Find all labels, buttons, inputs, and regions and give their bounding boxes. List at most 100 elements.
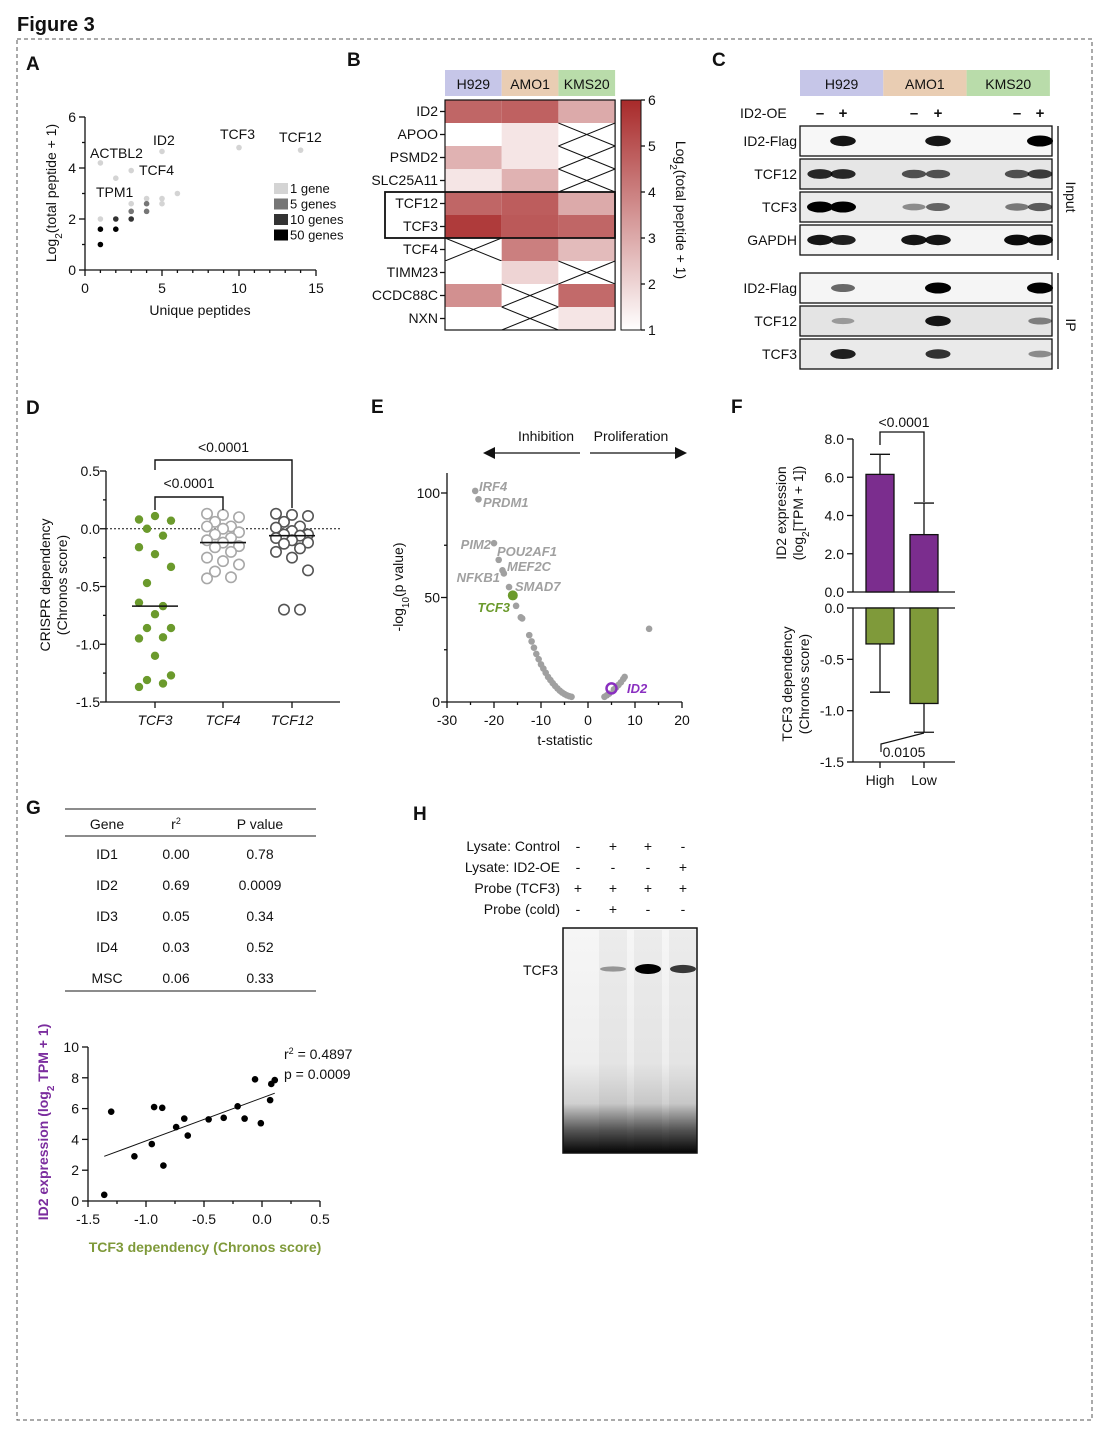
- data-point: [166, 671, 176, 680]
- data-point: [134, 598, 144, 607]
- data-point: [471, 487, 479, 495]
- point-label: TCF3: [478, 600, 511, 615]
- lane-sign: –: [816, 105, 824, 122]
- data-point: [233, 526, 246, 539]
- data-point: [525, 631, 533, 639]
- condition-sign: -: [576, 901, 581, 917]
- label-subscript: 2: [46, 1085, 57, 1091]
- label-text: (total peptide + 1): [43, 124, 59, 233]
- table-cell: ID1: [96, 846, 118, 862]
- data-point: [97, 216, 104, 222]
- label-text: r: [284, 1046, 289, 1062]
- data-point: [166, 623, 176, 633]
- blot-row-label: GAPDH: [747, 232, 797, 248]
- label-text: (p value): [390, 543, 406, 597]
- label-subscript: 2: [801, 531, 812, 537]
- data-point: [142, 623, 152, 633]
- colorbar-label: Log2(total peptide + 1): [668, 141, 690, 279]
- y-tick-label: -0.5: [820, 651, 844, 667]
- data-point: [225, 571, 238, 584]
- p-value-label: <0.0001: [198, 439, 249, 455]
- condition-label: ID2-OE: [740, 105, 787, 121]
- condition-sign: +: [644, 880, 652, 896]
- legend-label: 5 genes: [290, 197, 337, 212]
- cell-line-header-bg: [883, 70, 967, 96]
- data-point: [645, 625, 653, 633]
- heatmap-cell: [445, 284, 502, 307]
- ip-label: IP: [1063, 318, 1079, 331]
- point-label: NFKB1: [457, 570, 500, 585]
- y-axis-label: -log10(p value): [390, 543, 412, 632]
- y-tick-label: 2.0: [825, 546, 845, 562]
- missing-cross: [558, 122, 616, 147]
- data-point: [277, 603, 290, 616]
- band-label: TCF3: [523, 962, 558, 978]
- table-cell: 0.34: [246, 908, 273, 924]
- regression-line: [104, 1092, 275, 1157]
- label-text: (log: [790, 537, 806, 560]
- blot-band: [1004, 169, 1030, 179]
- table-cell: 0.03: [162, 939, 189, 955]
- heatmap-cell: [445, 100, 502, 123]
- inhibition-label: Inhibition: [518, 428, 574, 444]
- x-tick-label: TCF12: [271, 712, 314, 728]
- panel-letter-a: A: [26, 54, 40, 75]
- x-tick-label: 0: [584, 712, 592, 728]
- data-point: [277, 515, 290, 528]
- data-point: [113, 216, 119, 222]
- label-text: Log: [673, 141, 689, 164]
- data-point: [128, 208, 134, 215]
- point-label: TCF4: [139, 162, 174, 178]
- y-tick-label: -1.5: [820, 754, 844, 770]
- panel-f-bar-chart: 0.0 2.0 4.0 6.0 8.0 -1.5 -1.0 -0.5 0.0 High Low ID2…: [773, 414, 955, 788]
- heatmap-cell: [501, 169, 559, 192]
- x-tick-label: -1.5: [76, 1211, 100, 1227]
- panel-letter-f: F: [731, 397, 743, 418]
- point-label: PIM2: [461, 537, 492, 552]
- point-label: TPM1: [96, 184, 134, 200]
- legend-label: 1 gene: [290, 181, 330, 196]
- data-point: [257, 1119, 265, 1127]
- blot-band: [1028, 317, 1052, 325]
- condition-sign: +: [609, 901, 617, 917]
- lane-sign: –: [910, 105, 918, 122]
- p-value-label: <0.0001: [879, 414, 930, 430]
- input-label: Input: [1063, 181, 1079, 212]
- y-tick-label: 6: [68, 109, 76, 125]
- blot-band: [1027, 169, 1053, 179]
- y-tick-label: 0.0: [825, 600, 845, 616]
- blot-band: [1027, 234, 1053, 246]
- condition-sign: -: [611, 859, 616, 875]
- label-subscript: 2: [668, 164, 679, 170]
- data-point: [209, 565, 222, 578]
- legend-swatch: [274, 229, 288, 241]
- bar-id2-expression: [865, 473, 895, 593]
- data-point: [150, 549, 160, 559]
- panel-d-dependency-strip-plot: -1.5 -1.0 -0.5 0.0 0.5 TCF3 TCF4 TCF12 CRISPR de…: [37, 439, 340, 728]
- legend-swatch: [274, 214, 288, 225]
- y-tick-label: -0.5: [76, 579, 100, 595]
- x-tick-label: 10: [231, 280, 247, 296]
- panel-h-emsa: Lysate: Control - + + -Lysate: ID2-OE - - - +Pro…: [465, 838, 698, 1154]
- data-point: [150, 1103, 158, 1111]
- column-header-bg: [445, 70, 502, 96]
- data-point: [285, 508, 298, 521]
- point-label: IRF4: [479, 479, 508, 494]
- table-cell: 0.0009: [239, 877, 282, 893]
- top-y-axis-label: (log2[TPM + 1]): [790, 466, 812, 561]
- heatmap-cell: [501, 123, 559, 146]
- label-text: r: [171, 816, 176, 832]
- arrow-right-icon: [675, 447, 687, 459]
- blot-band: [1004, 234, 1030, 246]
- data-point: [495, 556, 503, 564]
- data-point: [150, 511, 160, 521]
- row-label: TCF12: [395, 195, 438, 211]
- data-point: [271, 1076, 279, 1084]
- highlighted-point: [507, 590, 518, 601]
- colorbar-tick-label: 6: [648, 92, 656, 108]
- data-point: [233, 540, 246, 553]
- condition-label: Lysate: ID2-OE: [465, 859, 560, 875]
- lane-sign: +: [934, 105, 943, 122]
- x-tick-label: 0.0: [252, 1211, 272, 1227]
